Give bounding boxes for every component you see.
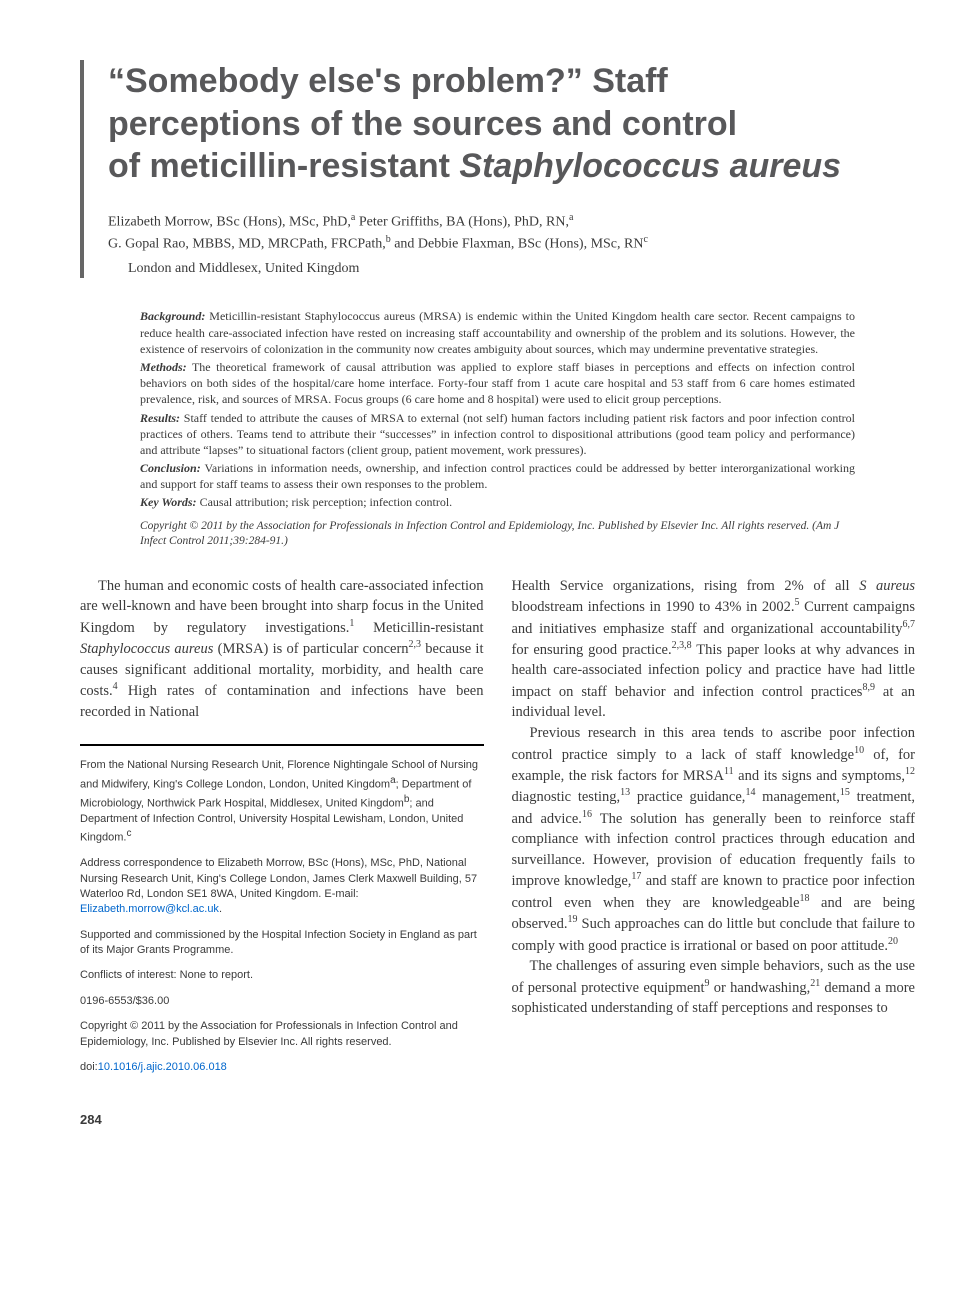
body-p4: The challenges of assuring even simple b… (512, 956, 916, 1019)
funding: Supported and commissioned by the Hospit… (80, 928, 484, 959)
abstract-c-text: Variations in information needs, ownersh… (140, 461, 855, 491)
ref-17: 17 (631, 871, 641, 882)
body-p1: The human and economic costs of health c… (80, 576, 484, 723)
conflicts: Conflicts of interest: None to report. (80, 968, 484, 983)
ref-11: 11 (724, 766, 734, 777)
abstract-methods: Methods: The theoretical framework of ca… (140, 359, 855, 408)
ref-14: 14 (745, 787, 755, 798)
copyright-notice: Copyright © 2011 by the Association for … (140, 519, 855, 550)
ref-10: 10 (854, 745, 864, 756)
title-line-3: of meticillin-resistant (108, 147, 459, 185)
abstract-background: Background: Meticillin-resistant Staphyl… (140, 308, 855, 357)
abstract-c-label: Conclusion: (140, 461, 201, 475)
ref-12: 12 (905, 766, 915, 777)
title-line-1: “Somebody else's problem?” Staff (108, 62, 668, 100)
ref-23: 2,3 (409, 639, 422, 650)
ref-19: 19 (567, 914, 577, 925)
body-columns: The human and economic costs of health c… (80, 576, 915, 1086)
ref-89: 8,9 (862, 682, 875, 693)
title-line-2: perceptions of the sources and control (108, 105, 737, 143)
body-p3: Previous research in this area tends to … (512, 723, 916, 956)
affiliations: From the National Nursing Research Unit,… (80, 758, 484, 846)
ref-13: 13 (620, 787, 630, 798)
abstract-keywords: Key Words: Causal attribution; risk perc… (140, 494, 855, 510)
page-number: 284 (80, 1111, 915, 1129)
abstract-r-text: Staff tended to attribute the causes of … (140, 411, 855, 457)
doi-link[interactable]: 10.1016/j.ajic.2010.06.018 (98, 1061, 227, 1073)
abstract-kw-label: Key Words: (140, 495, 197, 509)
abstract-conclusion: Conclusion: Variations in information ne… (140, 460, 855, 492)
authors: Elizabeth Morrow, BSc (Hons), MSc, PhD, a… (108, 210, 915, 255)
title-italic-species: Staphylococcus aureus (459, 147, 841, 185)
ref-16: 16 (582, 809, 592, 820)
abstract-kw-text: Causal attribution; risk perception; inf… (197, 495, 453, 509)
column-left: The human and economic costs of health c… (80, 576, 484, 1086)
title-block: “Somebody else's problem?” Staff percept… (80, 60, 915, 278)
abstract-bg-label: Background: (140, 309, 205, 323)
ref-18: 18 (800, 893, 810, 904)
author-1: Elizabeth Morrow, BSc (Hons), MSc, PhD, (108, 214, 351, 229)
ref-238: 2,3,8 (672, 640, 692, 651)
abstract-results: Results: Staff tended to attribute the c… (140, 410, 855, 459)
copyright-info: Copyright © 2011 by the Association for … (80, 1019, 484, 1050)
affil-sup-a2: a (569, 212, 573, 223)
abstract-m-text: The theoretical framework of causal attr… (140, 360, 855, 406)
affil-sup-c: c (643, 234, 647, 245)
body-p2: Health Service organizations, rising fro… (512, 576, 916, 723)
abstract-bg-text: Meticillin-resistant Staphylococcus aure… (140, 309, 855, 355)
ref-67: 6,7 (903, 619, 916, 630)
abstract-r-label: Results: (140, 411, 180, 425)
ref-15: 15 (840, 787, 850, 798)
author-3: G. Gopal Rao, MBBS, MD, MRCPath, FRCPath… (108, 237, 386, 252)
doi: doi:10.1016/j.ajic.2010.06.018 (80, 1060, 484, 1075)
author-4: and Debbie Flaxman, BSc (Hons), MSc, RN (391, 237, 644, 252)
ref-20: 20 (888, 936, 898, 947)
article-title: “Somebody else's problem?” Staff percept… (108, 60, 915, 188)
abstract-m-label: Methods: (140, 360, 187, 374)
correspondence: Address correspondence to Elizabeth Morr… (80, 856, 484, 918)
article-info-box: From the National Nursing Research Unit,… (80, 744, 484, 1075)
author-2: Peter Griffiths, BA (Hons), PhD, RN, (355, 214, 569, 229)
abstract: Background: Meticillin-resistant Staphyl… (140, 308, 855, 510)
email-link[interactable]: Elizabeth.morrow@kcl.ac.uk (80, 903, 219, 915)
column-right: Health Service organizations, rising fro… (512, 576, 916, 1086)
issn-price: 0196-6553/$36.00 (80, 994, 484, 1009)
author-location: London and Middlesex, United Kingdom (108, 259, 915, 279)
ref-21: 21 (810, 978, 820, 989)
